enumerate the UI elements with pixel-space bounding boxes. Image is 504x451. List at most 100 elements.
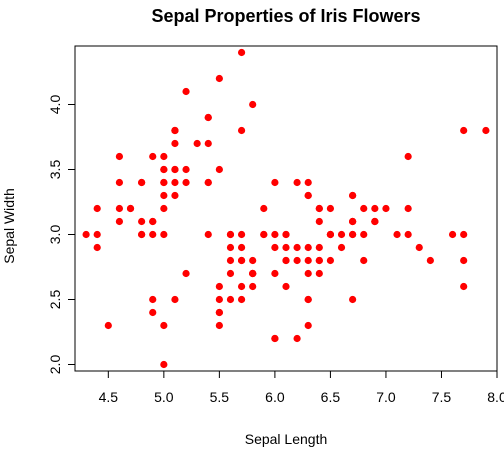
data-point [149, 308, 157, 317]
data-point [426, 256, 434, 265]
y-tick-label: 2.0 [47, 355, 63, 375]
data-point [315, 243, 323, 252]
data-point [282, 230, 290, 239]
y-tick-label: 2.5 [47, 290, 63, 310]
data-point [282, 282, 290, 291]
data-point [160, 360, 168, 369]
data-point [382, 204, 390, 213]
data-point [93, 204, 101, 213]
data-point [138, 178, 146, 187]
y-tick-label: 3.5 [47, 160, 63, 180]
data-point [304, 191, 312, 200]
data-point [237, 295, 246, 304]
data-point [204, 230, 212, 239]
data-point [215, 74, 223, 83]
data-point [304, 256, 312, 265]
data-point [171, 165, 179, 174]
data-point [226, 243, 235, 252]
data-point [149, 217, 157, 226]
data-point [160, 165, 168, 174]
data-point [138, 217, 146, 226]
data-point [349, 230, 357, 239]
y-axis-label: Sepal Width [1, 188, 17, 263]
data-point [171, 191, 179, 200]
data-point [204, 139, 212, 148]
data-point [282, 243, 290, 252]
data-point [360, 230, 368, 239]
data-point [226, 295, 235, 304]
data-point [349, 217, 357, 226]
data-point [337, 243, 346, 252]
x-tick-label: 8.0 [487, 389, 504, 405]
data-point [360, 256, 368, 265]
data-point [182, 269, 190, 278]
x-tick-label: 4.5 [99, 389, 119, 405]
data-point [237, 282, 246, 291]
data-point [337, 230, 346, 239]
data-point [271, 230, 279, 239]
data-point [482, 126, 490, 135]
data-point [182, 178, 190, 187]
x-tick-label: 7.0 [376, 389, 396, 405]
data-point [326, 230, 335, 239]
data-point [138, 230, 146, 239]
y-tick-label: 4.0 [47, 95, 63, 115]
data-point [349, 295, 357, 304]
data-point [349, 191, 357, 200]
data-point [404, 152, 412, 161]
data-point [249, 256, 257, 265]
data-point [271, 334, 279, 343]
data-point [237, 243, 246, 252]
x-tick-label: 5.0 [154, 389, 174, 405]
x-tick-label: 6.0 [265, 389, 285, 405]
data-point [126, 204, 135, 213]
data-point [204, 113, 212, 122]
data-point [326, 256, 335, 265]
data-point [160, 178, 168, 187]
data-point [249, 282, 257, 291]
data-point [160, 230, 168, 239]
data-points [82, 48, 490, 369]
data-point [171, 126, 179, 135]
data-point [160, 204, 168, 213]
data-point [115, 178, 124, 187]
data-point [371, 217, 379, 226]
data-point [460, 126, 468, 135]
data-point [260, 204, 268, 213]
data-point [393, 230, 401, 239]
data-point [260, 230, 268, 239]
chart-title: Sepal Properties of Iris Flowers [151, 6, 420, 26]
data-point [82, 230, 90, 239]
data-point [282, 256, 290, 265]
data-point [293, 334, 301, 343]
data-point [182, 87, 190, 96]
data-point [115, 204, 124, 213]
data-point [237, 48, 246, 57]
data-point [160, 321, 168, 330]
data-point [104, 321, 112, 330]
data-point [460, 230, 468, 239]
data-point [448, 230, 457, 239]
data-point [304, 269, 312, 278]
data-point [160, 152, 168, 161]
data-point [315, 217, 323, 226]
data-point [315, 269, 323, 278]
data-point [93, 230, 101, 239]
data-point [315, 256, 323, 265]
data-point [293, 256, 301, 265]
data-point [226, 256, 235, 265]
data-point [171, 178, 179, 187]
data-point [304, 321, 312, 330]
data-point [215, 165, 223, 174]
data-point [237, 126, 246, 135]
x-tick-label: 5.5 [210, 389, 230, 405]
data-point [371, 204, 379, 213]
data-point [226, 230, 235, 239]
data-point [215, 308, 223, 317]
x-tick-label: 6.5 [321, 389, 341, 405]
y-axis: 2.0 2.5 3.0 3.5 4.0 [47, 95, 76, 375]
data-point [293, 243, 301, 252]
data-point [171, 139, 179, 148]
data-point [182, 165, 190, 174]
data-point [304, 178, 312, 187]
